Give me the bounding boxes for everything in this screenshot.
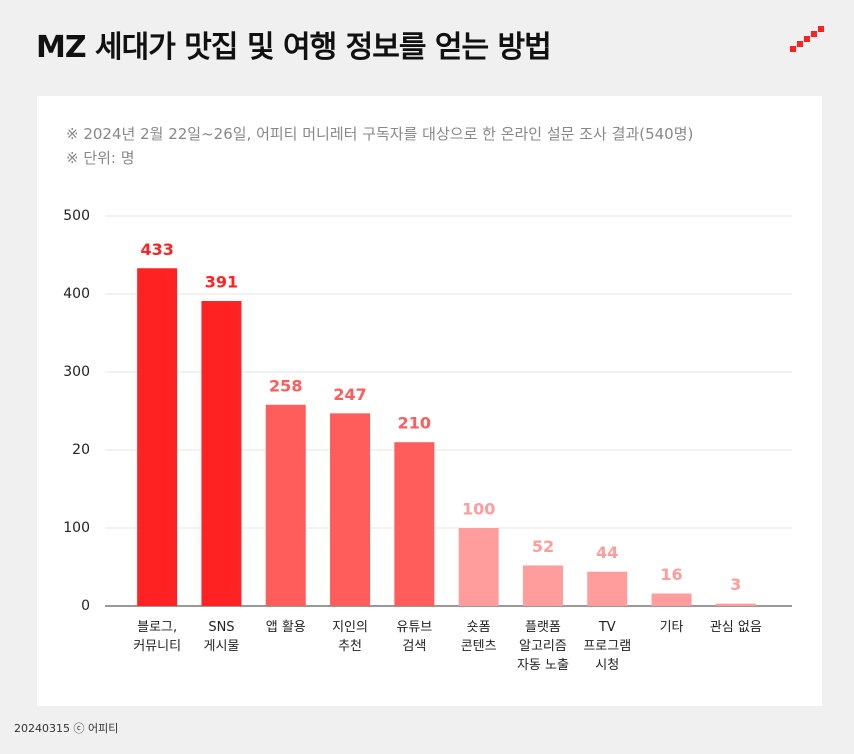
bar <box>137 268 178 606</box>
value-label: 210 <box>398 414 431 433</box>
value-label: 433 <box>140 240 173 259</box>
bar <box>651 593 692 606</box>
value-label: 258 <box>269 376 302 395</box>
bar <box>394 442 435 606</box>
value-label: 44 <box>596 543 618 562</box>
y-tick-label: 0 <box>81 598 90 614</box>
x-tick-label: 블로그, 커뮤니티 <box>133 620 182 654</box>
value-label: 247 <box>333 385 366 404</box>
bar <box>201 301 242 606</box>
x-tick-label: 유튜브 검색 <box>396 620 433 654</box>
y-tick-label: 20 <box>72 442 90 458</box>
footer: 20240315 ⓒ 어피티 <box>14 722 119 735</box>
logo <box>790 26 824 52</box>
x-tick-label: 관심 없음 <box>709 620 762 635</box>
y-tick-label: 100 <box>63 520 90 536</box>
title: MZ 세대가 맛집 및 여행 정보를 얻는 방법 <box>36 30 552 65</box>
value-label: 3 <box>730 575 741 594</box>
bar <box>330 413 371 606</box>
y-tick-label: 400 <box>63 286 90 302</box>
x-tick-label: TV 프로그램 시청 <box>583 620 632 673</box>
bar <box>715 603 756 606</box>
x-tick-label: SNS 게시물 <box>203 620 240 654</box>
x-tick-label: 기타 <box>659 620 684 635</box>
bar <box>265 404 306 606</box>
x-tick-label: 숏폼 콘텐츠 <box>460 620 497 654</box>
bar <box>587 571 628 606</box>
bar <box>522 565 563 606</box>
y-tick-label: 300 <box>63 364 90 380</box>
note: ※ 단위: 명 <box>66 149 135 167</box>
y-tick-label: 500 <box>63 208 90 224</box>
note: ※ 2024년 2월 22일~26일, 어피티 머니레터 구독자를 대상으로 한… <box>66 125 694 143</box>
value-label: 52 <box>532 537 554 556</box>
value-label: 391 <box>205 273 238 292</box>
x-tick-label: 앱 활용 <box>265 620 306 635</box>
x-tick-label: 플랫폼 알고리즘 자동 노출 <box>516 620 569 673</box>
value-label: 16 <box>660 565 682 584</box>
bar <box>458 528 499 606</box>
value-label: 100 <box>462 500 495 519</box>
x-tick-label: 지인의 추천 <box>332 620 368 654</box>
